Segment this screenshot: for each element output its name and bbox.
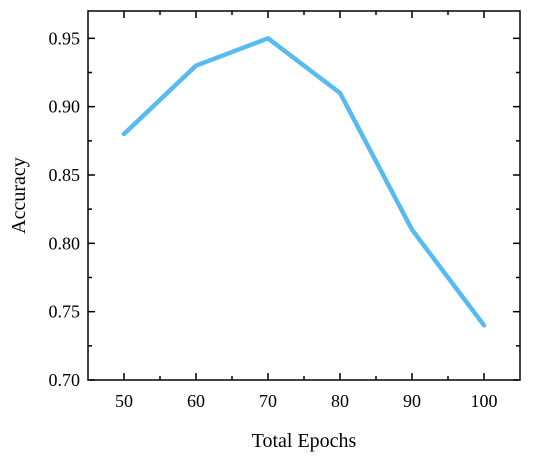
x-tick-labels: 50 60 70 80 90 100	[115, 391, 498, 411]
series-line	[121, 36, 487, 328]
x-tick-label: 80	[331, 391, 349, 411]
x-tick-label: 70	[259, 391, 277, 411]
y-tick-label: 0.85	[49, 165, 81, 185]
x-tick-label: 50	[115, 391, 133, 411]
x-tick-label: 60	[187, 391, 205, 411]
y-tick-labels: 0.70 0.75 0.80 0.85 0.90 0.95	[49, 28, 81, 390]
x-axis-title: Total Epochs	[252, 430, 357, 452]
y-tick-label: 0.95	[49, 28, 81, 48]
y-axis-title: Accuracy	[8, 157, 30, 234]
x-tick-label: 100	[471, 391, 498, 411]
data-points	[123, 38, 485, 326]
y-tick-label: 0.70	[49, 370, 81, 390]
y-tick-label: 0.90	[49, 97, 81, 117]
y-tick-label: 0.75	[49, 302, 81, 322]
axis-ticks	[88, 11, 520, 381]
y-tick-label: 0.80	[49, 233, 81, 253]
x-tick-label: 90	[403, 391, 421, 411]
